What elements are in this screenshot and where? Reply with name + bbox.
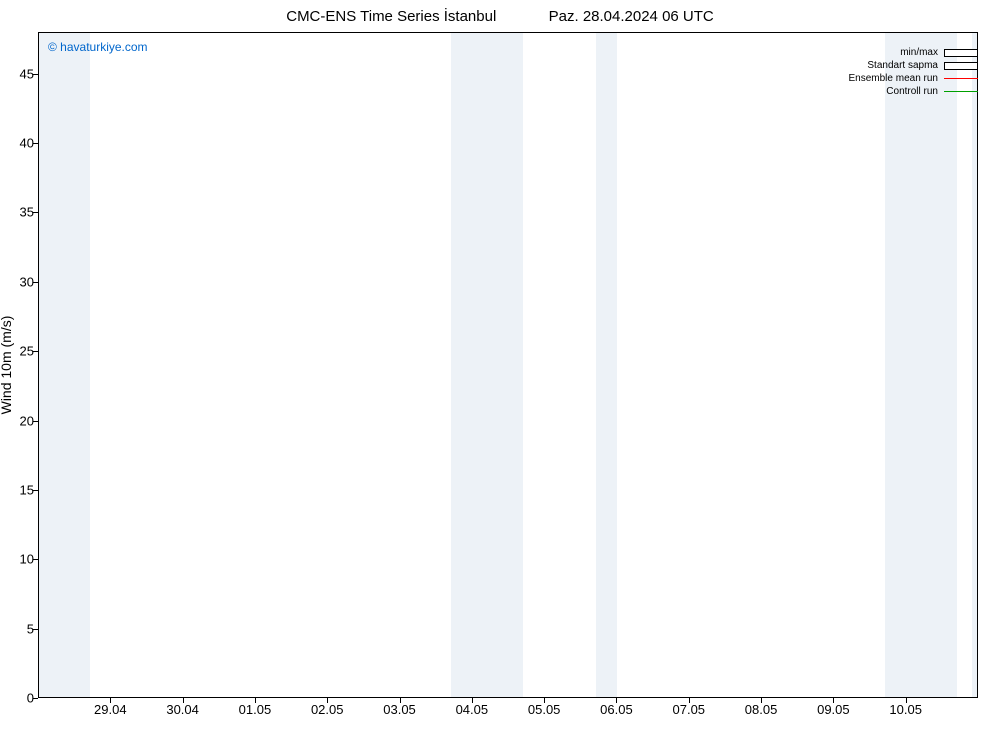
x-tick-mark xyxy=(616,698,617,703)
legend-label: Controll run xyxy=(886,85,938,98)
legend-swatch-box xyxy=(944,49,978,57)
x-tick-label: 01.05 xyxy=(239,702,272,717)
x-tick-mark xyxy=(906,698,907,703)
shaded-band xyxy=(596,33,618,697)
chart-title: CMC-ENS Time Series İstanbul Paz. 28.04.… xyxy=(0,8,1000,25)
x-tick-mark xyxy=(110,698,111,703)
legend-swatch-line xyxy=(944,78,978,79)
x-tick-label: 29.04 xyxy=(94,702,127,717)
x-tick-mark xyxy=(689,698,690,703)
y-tick-label: 40 xyxy=(4,136,34,151)
x-tick-label: 30.04 xyxy=(166,702,199,717)
x-tick-mark xyxy=(472,698,473,703)
x-tick-mark xyxy=(255,698,256,703)
shaded-band xyxy=(972,33,978,697)
y-tick-mark xyxy=(33,212,38,213)
shaded-band xyxy=(885,33,957,697)
x-tick-mark xyxy=(400,698,401,703)
watermark: © havaturkiye.com xyxy=(48,40,148,54)
x-tick-label: 09.05 xyxy=(817,702,850,717)
legend-swatch-line xyxy=(944,91,978,92)
y-tick-label: 20 xyxy=(4,413,34,428)
legend-item: Ensemble mean run xyxy=(849,72,979,85)
legend-label: Standart sapma xyxy=(867,59,938,72)
x-tick-label: 05.05 xyxy=(528,702,561,717)
legend-item: Standart sapma xyxy=(849,59,979,72)
legend-item: Controll run xyxy=(849,85,979,98)
legend-label: Ensemble mean run xyxy=(849,72,939,85)
x-tick-label: 03.05 xyxy=(383,702,416,717)
x-tick-label: 04.05 xyxy=(456,702,489,717)
title-left: CMC-ENS Time Series İstanbul xyxy=(286,8,496,25)
shaded-band xyxy=(39,33,90,697)
x-tick-label: 02.05 xyxy=(311,702,344,717)
y-tick-label: 35 xyxy=(4,205,34,220)
y-tick-mark xyxy=(33,351,38,352)
y-tick-label: 5 xyxy=(4,621,34,636)
x-tick-mark xyxy=(327,698,328,703)
x-tick-label: 07.05 xyxy=(672,702,705,717)
y-tick-mark xyxy=(33,490,38,491)
x-tick-label: 10.05 xyxy=(889,702,922,717)
y-tick-label: 0 xyxy=(4,691,34,706)
y-axis-label: Wind 10m (m/s) xyxy=(0,316,14,415)
x-tick-label: 08.05 xyxy=(745,702,778,717)
x-tick-label: 06.05 xyxy=(600,702,633,717)
x-tick-mark xyxy=(544,698,545,703)
y-tick-label: 10 xyxy=(4,552,34,567)
y-tick-mark xyxy=(33,698,38,699)
y-tick-label: 45 xyxy=(4,66,34,81)
y-tick-mark xyxy=(33,74,38,75)
y-tick-mark xyxy=(33,559,38,560)
chart-container: CMC-ENS Time Series İstanbul Paz. 28.04.… xyxy=(0,0,1000,733)
legend-swatch-box xyxy=(944,62,978,70)
legend: min/maxStandart sapmaEnsemble mean runCo… xyxy=(849,46,979,98)
x-tick-mark xyxy=(183,698,184,703)
legend-item: min/max xyxy=(849,46,979,59)
legend-label: min/max xyxy=(900,46,938,59)
x-tick-mark xyxy=(833,698,834,703)
title-right: Paz. 28.04.2024 06 UTC xyxy=(549,8,714,25)
y-tick-mark xyxy=(33,421,38,422)
y-tick-label: 30 xyxy=(4,274,34,289)
shaded-band xyxy=(451,33,523,697)
y-tick-label: 25 xyxy=(4,344,34,359)
y-tick-mark xyxy=(33,282,38,283)
x-tick-mark xyxy=(761,698,762,703)
y-tick-mark xyxy=(33,143,38,144)
y-tick-label: 15 xyxy=(4,482,34,497)
y-tick-mark xyxy=(33,629,38,630)
plot-area xyxy=(38,32,978,698)
